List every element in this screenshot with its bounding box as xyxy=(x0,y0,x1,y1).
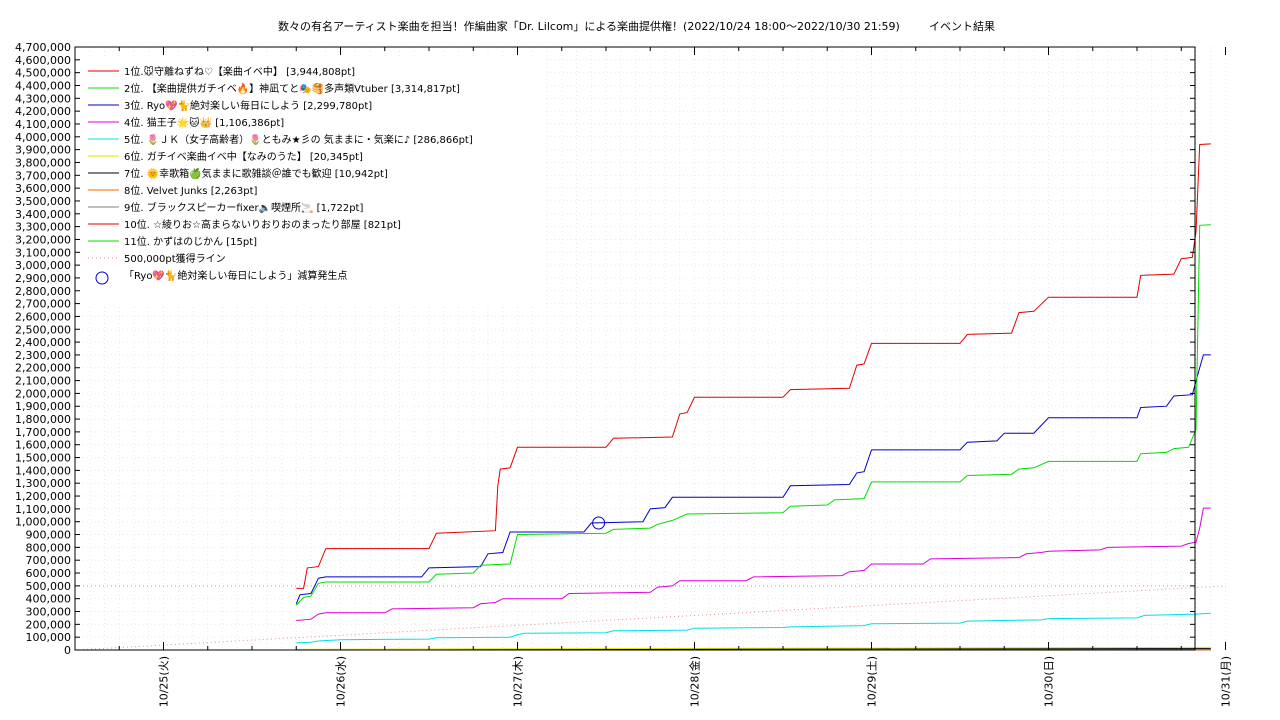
deduction-marker xyxy=(592,516,606,530)
legend-label: 1位.🐭守離ねずね♡【楽曲イベ中】 [3,944,808pt] xyxy=(124,65,355,78)
legend-label: 2位. 【楽曲提供ガチイベ🔥】神凪てと🎭🥞多声類Vtuber [3,314,81… xyxy=(124,82,460,95)
reference-line-diagonal xyxy=(74,585,1226,651)
y-tick-label: 100,000 xyxy=(26,631,72,644)
y-tick-label: 3,200,000 xyxy=(15,233,71,246)
legend-swatch xyxy=(95,271,109,285)
y-tick-label: 4,100,000 xyxy=(15,118,71,131)
y-tick-label: 4,200,000 xyxy=(15,105,71,118)
y-tick-label: 4,400,000 xyxy=(15,79,71,92)
series-line-4 xyxy=(296,507,1211,621)
y-tick-label: 400,000 xyxy=(26,593,72,606)
x-tick-label: 10/30(日) xyxy=(1043,656,1056,707)
y-tick-label: 800,000 xyxy=(26,541,72,554)
y-tick-label: 2,900,000 xyxy=(15,272,71,285)
event-markers xyxy=(592,516,606,530)
y-tick-label: 200,000 xyxy=(26,618,72,631)
legend-label: 5位. 🌷ＪＫ（女子高齢者）🌷ともみ★彡の 気ままに・気楽に♪ [286,866… xyxy=(124,133,473,146)
y-tick-label: 3,700,000 xyxy=(15,169,71,182)
x-tick-label: 10/26(水) xyxy=(335,656,348,707)
y-axis: 0100,000200,000300,000400,000500,000600,… xyxy=(15,41,1195,657)
y-tick-label: 3,300,000 xyxy=(15,221,71,234)
series-line-2 xyxy=(295,224,1211,606)
legend-label: 「Ryo💖🐈絶対楽しい毎日にしよう」減算発生点 xyxy=(124,269,347,282)
y-tick-label: 1,300,000 xyxy=(15,477,71,490)
series-line-1 xyxy=(296,143,1211,589)
y-tick-label: 900,000 xyxy=(26,529,72,542)
x-tick-label: 10/25(火) xyxy=(158,656,171,707)
y-tick-label: 3,800,000 xyxy=(15,156,71,169)
y-tick-label: 2,000,000 xyxy=(15,387,71,400)
y-tick-label: 3,600,000 xyxy=(15,182,71,195)
y-tick-label: 700,000 xyxy=(26,554,72,567)
y-tick-label: 2,600,000 xyxy=(15,310,71,323)
legend-label: 6位. ガチイベ楽曲イベ中【なみのうた】 [20,345pt] xyxy=(124,150,363,163)
y-tick-label: 1,200,000 xyxy=(15,490,71,503)
y-tick-label: 4,000,000 xyxy=(15,131,71,144)
legend-label: 9位. ブラックスピーカーfixer🔈喫煙所🚬 [1,722pt] xyxy=(124,201,363,214)
y-tick-label: 4,500,000 xyxy=(15,67,71,80)
legend-label: 8位. Velvet Junks [2,263pt] xyxy=(124,184,257,197)
legend-label: 7位. 🌞幸歌箱🍏気ままに歌雑談＠誰でも歓迎 [10,942pt] xyxy=(124,167,388,180)
y-tick-label: 0 xyxy=(64,644,71,657)
x-tick-label: 10/29(土) xyxy=(866,656,879,707)
y-tick-label: 3,500,000 xyxy=(15,195,71,208)
x-axis: 10/25(火) 10/26(水) 10/27(木) 10/28(金) 10/29(土)… xyxy=(74,47,1233,707)
legend-label: 3位. Ryo💖🐈絶対楽しい毎日にしよう [2,299,780pt] xyxy=(124,99,372,112)
y-tick-label: 4,300,000 xyxy=(15,92,71,105)
legend-label: 11位. かずはのじかん [15pt] xyxy=(124,235,257,248)
y-tick-label: 1,600,000 xyxy=(15,439,71,452)
y-tick-label: 600,000 xyxy=(26,567,72,580)
y-tick-label: 3,000,000 xyxy=(15,259,71,272)
y-tick-label: 3,400,000 xyxy=(15,208,71,221)
y-tick-label: 1,500,000 xyxy=(15,452,71,465)
chart-title: 数々の有名アーティスト楽曲を担当！作編曲家「Dr. Lilcom」による楽曲提供… xyxy=(278,20,900,33)
y-tick-label: 1,700,000 xyxy=(15,426,71,439)
x-tick-label: 10/27(木) xyxy=(512,656,525,707)
y-tick-label: 1,100,000 xyxy=(15,503,71,516)
y-tick-label: 300,000 xyxy=(26,606,72,619)
chart-subtitle: イベント結果 xyxy=(929,20,995,33)
y-tick-label: 3,100,000 xyxy=(15,246,71,259)
legend-label: 500,000pt獲得ライン xyxy=(124,252,226,265)
y-tick-label: 1,000,000 xyxy=(15,516,71,529)
series-line-5 xyxy=(296,612,1211,644)
x-tick-label: 10/28(金) xyxy=(688,656,702,707)
y-tick-label: 2,300,000 xyxy=(15,349,71,362)
legend-label: 10位. ☆綾りお☆高まらないりおりおのまったり部屋 [821pt] xyxy=(124,218,401,231)
y-tick-label: 2,700,000 xyxy=(15,298,71,311)
y-tick-label: 1,900,000 xyxy=(15,400,71,413)
series-line-3 xyxy=(295,354,1211,604)
legend-label: 4位. 猫王子🌟🐱👑 [1,106,386pt] xyxy=(124,116,284,129)
y-tick-label: 2,200,000 xyxy=(15,362,71,375)
legend: 1位.🐭守離ねずね♡【楽曲イベ中】 [3,944,808pt] 2位. 【楽曲提供… xyxy=(80,58,546,304)
y-tick-label: 2,100,000 xyxy=(15,375,71,388)
y-tick-label: 3,900,000 xyxy=(15,144,71,157)
y-tick-label: 1,400,000 xyxy=(15,464,71,477)
plot-frame xyxy=(74,46,1196,651)
legend-box xyxy=(80,58,546,304)
y-tick-label: 1,800,000 xyxy=(15,413,71,426)
reference-lines xyxy=(74,585,1226,651)
y-tick-label: 4,700,000 xyxy=(15,41,71,54)
y-tick-label: 2,800,000 xyxy=(15,285,71,298)
x-tick-label: 10/31(月) xyxy=(1220,656,1233,707)
y-tick-label: 500,000 xyxy=(26,580,72,593)
y-tick-label: 2,400,000 xyxy=(15,336,71,349)
y-tick-label: 2,500,000 xyxy=(15,323,71,336)
y-tick-label: 4,600,000 xyxy=(15,54,71,67)
